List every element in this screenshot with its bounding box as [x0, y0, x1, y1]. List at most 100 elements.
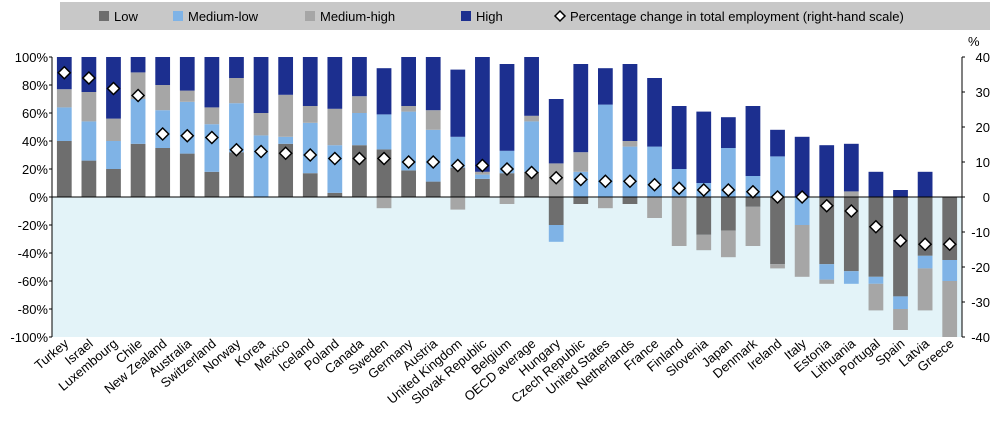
bar — [56, 107, 72, 141]
bar — [81, 121, 97, 161]
diamond-marker — [696, 182, 711, 198]
bar — [622, 197, 638, 204]
bar — [179, 90, 195, 102]
bar — [524, 57, 539, 116]
diamond-marker — [893, 233, 908, 248]
legend-label: Medium-high — [320, 9, 395, 24]
bar — [253, 57, 269, 113]
bar — [573, 197, 589, 204]
bar — [548, 225, 564, 242]
bar — [130, 57, 146, 73]
bar — [475, 171, 490, 175]
bar — [179, 57, 195, 91]
legend-marker — [173, 11, 183, 21]
bar — [56, 89, 72, 108]
bar — [56, 141, 72, 197]
y2-tick-label: 0 — [983, 190, 990, 205]
diamond-marker — [598, 174, 613, 189]
bar — [770, 197, 785, 265]
bar — [179, 101, 195, 154]
legend-box — [60, 2, 990, 30]
bar — [770, 264, 785, 269]
bar — [278, 94, 294, 137]
diamond-marker — [475, 158, 490, 173]
bar — [819, 145, 835, 197]
bar — [278, 143, 294, 197]
bar — [745, 106, 761, 176]
diamond-marker — [327, 151, 342, 166]
legend-marker — [99, 11, 109, 21]
diamond-marker — [278, 146, 293, 161]
diamond-marker — [672, 181, 687, 196]
bar — [598, 104, 613, 197]
diamond-marker — [204, 130, 219, 145]
y2-tick-label: 30 — [976, 85, 990, 100]
bar — [81, 160, 97, 197]
legend: Low Medium-low Medium-high High Percentage c… — [99, 9, 904, 24]
diamond-marker — [573, 172, 588, 187]
bar — [253, 113, 269, 136]
y-tick-label: -40% — [18, 246, 49, 261]
bar — [942, 281, 958, 337]
bar — [376, 114, 392, 150]
diamond-marker — [253, 144, 269, 159]
bar — [278, 57, 294, 95]
y2-tick-label: -20 — [971, 260, 990, 275]
bar — [524, 171, 539, 197]
bar — [352, 96, 367, 113]
y-tick-label: 80% — [22, 78, 48, 93]
bar — [573, 152, 589, 172]
legend-marker — [305, 11, 315, 21]
bar — [720, 148, 736, 197]
bar — [327, 192, 343, 197]
bar — [696, 197, 712, 235]
y-tick-label: 100% — [15, 50, 49, 65]
y-tick-label: -80% — [18, 302, 49, 317]
y2-tick-label: 40 — [976, 50, 990, 65]
bar — [794, 136, 810, 197]
diamond-marker — [155, 126, 170, 142]
bar — [548, 99, 564, 164]
diamond-marker — [942, 237, 957, 252]
bar — [696, 234, 712, 251]
bar — [401, 57, 416, 106]
bar — [720, 117, 736, 148]
bar — [548, 197, 564, 225]
bar — [745, 197, 761, 207]
diamond-marker — [450, 158, 465, 173]
diamond-marker — [918, 237, 933, 252]
bar — [720, 197, 736, 231]
bar — [770, 129, 785, 157]
bar — [81, 92, 97, 122]
diamond-marker — [745, 184, 761, 199]
y2-axis-label: % — [968, 34, 980, 49]
bar — [622, 64, 638, 141]
bar — [843, 143, 859, 192]
bar — [499, 64, 515, 151]
diamond-marker — [376, 151, 392, 166]
diamond-marker — [622, 174, 638, 189]
diamond-marker — [819, 198, 834, 213]
bar — [302, 57, 318, 106]
bar — [696, 111, 712, 183]
bar — [819, 197, 835, 265]
bar — [179, 153, 195, 197]
bar — [942, 260, 958, 281]
bar — [229, 152, 244, 197]
diamond-marker — [352, 151, 367, 166]
y-tick-label: -100% — [10, 330, 48, 345]
bar — [106, 118, 121, 141]
bar — [327, 57, 343, 109]
diamond-marker — [868, 219, 883, 234]
bar — [302, 106, 318, 123]
y-tick-label: -60% — [18, 274, 49, 289]
legend-marker — [461, 11, 471, 21]
bar — [229, 78, 244, 104]
bar — [352, 113, 367, 146]
bar — [475, 178, 490, 197]
bar — [917, 268, 933, 311]
bar — [622, 146, 638, 197]
bar — [819, 279, 835, 284]
bar — [524, 121, 539, 172]
